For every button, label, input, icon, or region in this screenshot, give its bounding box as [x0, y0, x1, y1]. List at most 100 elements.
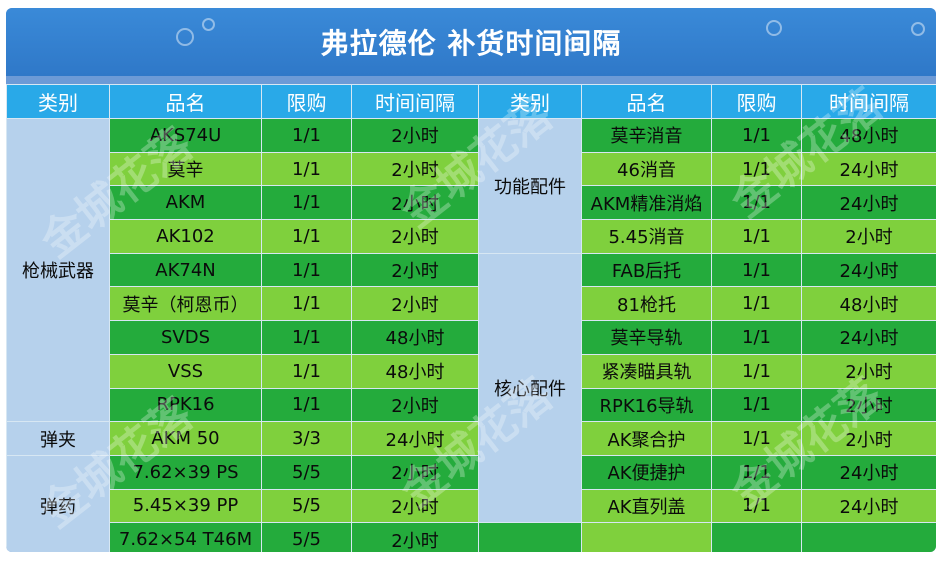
item-time: 2小时: [351, 219, 479, 254]
item-name: 紧凑瞄具轨: [581, 353, 712, 389]
item-time: 48小时: [801, 286, 936, 322]
header-time-left: 时间间隔: [351, 84, 479, 119]
category-cell: 弹夹: [6, 421, 110, 456]
item-limit: 1/1: [261, 286, 352, 322]
item-limit: 1/1: [711, 454, 802, 490]
table-row: 7.62×54 T46M 5/5 2小时: [7, 522, 936, 552]
item-name: VSS: [109, 353, 262, 389]
item-limit: 1/1: [711, 488, 802, 524]
item-limit: 1/1: [711, 219, 802, 254]
header-category-left: 类别: [6, 84, 110, 119]
item-time: 2小时: [801, 387, 936, 423]
item-limit: 1/1: [261, 219, 352, 254]
empty-cell: [581, 522, 712, 552]
item-time: 2小时: [351, 387, 479, 423]
category-cell: 功能配件: [478, 118, 582, 254]
item-time: 2小时: [801, 353, 936, 389]
category-cell: 枪械武器: [6, 117, 110, 423]
item-time: 48小时: [351, 320, 479, 355]
item-time: 2小时: [351, 522, 479, 552]
header-category-right: 类别: [478, 84, 582, 119]
bubble-decoration: [911, 22, 925, 36]
item-name: 莫辛（柯恩币）: [109, 286, 262, 322]
item-limit: 1/1: [711, 320, 802, 355]
item-time: 2小时: [351, 488, 479, 524]
item-time: 24小时: [351, 421, 479, 456]
item-name: AKM 50: [109, 421, 262, 456]
item-time: 2小时: [351, 252, 479, 288]
bubble-decoration: [202, 18, 215, 31]
item-time: 2小时: [801, 421, 936, 456]
item-name: FAB后托: [581, 252, 712, 288]
restock-table: 类别 品名 限购 时间间隔 类别 品名 限购 时间间隔 枪械武器 AKS74U …: [6, 84, 936, 552]
item-time: 2小时: [351, 185, 479, 221]
item-time: 24小时: [801, 252, 936, 288]
item-name: AK直列盖: [581, 488, 712, 524]
table-row: 枪械武器 AKS74U 1/1 2小时 功能配件 莫辛消音 1/1 48小时: [6, 117, 936, 423]
empty-cell: [801, 522, 936, 552]
item-limit: 1/1: [711, 421, 802, 456]
page-title: 弗拉德伦 补货时间间隔: [6, 8, 936, 76]
item-name: AKM: [109, 185, 262, 221]
item-limit: 1/1: [261, 118, 352, 153]
item-limit: 1/1: [711, 118, 802, 153]
item-time: 48小时: [351, 353, 479, 389]
item-limit: 1/1: [261, 320, 352, 355]
item-limit: 1/1: [711, 286, 802, 322]
header-name-left: 品名: [109, 84, 262, 119]
item-time: 48小时: [801, 118, 936, 153]
category-cell: 核心配件: [478, 252, 582, 524]
item-name: AKS74U: [109, 118, 262, 153]
item-limit: 1/1: [261, 387, 352, 423]
item-limit: 1/1: [711, 252, 802, 288]
item-name: AKM精准消焰: [581, 185, 712, 221]
bubble-decoration: [566, 38, 580, 52]
item-limit: 1/1: [261, 353, 352, 389]
item-limit: 1/1: [711, 151, 802, 187]
bubble-decoration: [176, 28, 194, 46]
item-limit: 1/1: [711, 387, 802, 423]
item-name: 莫辛消音: [581, 118, 712, 153]
item-time: 2小时: [351, 118, 479, 153]
header-time-right: 时间间隔: [801, 84, 936, 119]
item-limit: 1/1: [261, 252, 352, 288]
item-time: 2小时: [351, 286, 479, 322]
item-name: AK102: [109, 219, 262, 254]
item-name: SVDS: [109, 320, 262, 355]
category-cell: 弹药: [6, 454, 110, 552]
item-name: 莫辛导轨: [581, 320, 712, 355]
item-limit: 1/1: [261, 151, 352, 187]
table-row: 弹药 7.62×39 PS 5/5 2小时 AK便捷护 1/1 24小时: [6, 454, 936, 552]
header-name-right: 品名: [581, 84, 712, 119]
item-limit: 3/3: [261, 421, 352, 456]
table-row: RPK16 1/1 2小时 RPK16导轨 1/1 2小时: [7, 387, 936, 423]
item-name: RPK16导轨: [581, 387, 712, 423]
header-limit-right: 限购: [711, 84, 802, 119]
empty-cell: [478, 522, 582, 552]
item-time: 24小时: [801, 454, 936, 490]
restock-table-card: 弗拉德伦 补货时间间隔 类别 品名 限购 时间间隔 类别 品名 限购 时间间隔 …: [6, 8, 936, 552]
item-name: 7.62×54 T46M: [109, 522, 262, 552]
item-time: 24小时: [801, 320, 936, 355]
table-row: AKM 1/1 2小时 AKM精准消焰 1/1 24小时: [7, 185, 936, 221]
item-time: 2小时: [351, 454, 479, 490]
item-name: 81枪托: [581, 286, 712, 322]
item-name: AK便捷护: [581, 454, 712, 490]
item-name: AK聚合护: [581, 421, 712, 456]
item-name: RPK16: [109, 387, 262, 423]
table-row: VSS 1/1 48小时 紧凑瞄具轨 1/1 2小时: [7, 353, 936, 389]
item-limit: 5/5: [261, 454, 352, 490]
item-limit: 5/5: [261, 488, 352, 524]
item-time: 2小时: [351, 151, 479, 187]
item-limit: 5/5: [261, 522, 352, 552]
table-row: 5.45×39 PP 5/5 2小时 AK直列盖 1/1 24小时: [7, 488, 936, 524]
item-time: 24小时: [801, 151, 936, 187]
table-row: 莫辛 1/1 2小时 46消音 1/1 24小时: [7, 151, 936, 187]
item-name: AK74N: [109, 252, 262, 288]
item-limit: 1/1: [261, 185, 352, 221]
item-time: 2小时: [801, 219, 936, 254]
item-limit: 1/1: [711, 353, 802, 389]
header-limit-left: 限购: [261, 84, 352, 119]
item-name: 7.62×39 PS: [109, 454, 262, 490]
table-row: AK74N 1/1 2小时 核心配件 FAB后托 1/1 24小时: [7, 252, 936, 524]
